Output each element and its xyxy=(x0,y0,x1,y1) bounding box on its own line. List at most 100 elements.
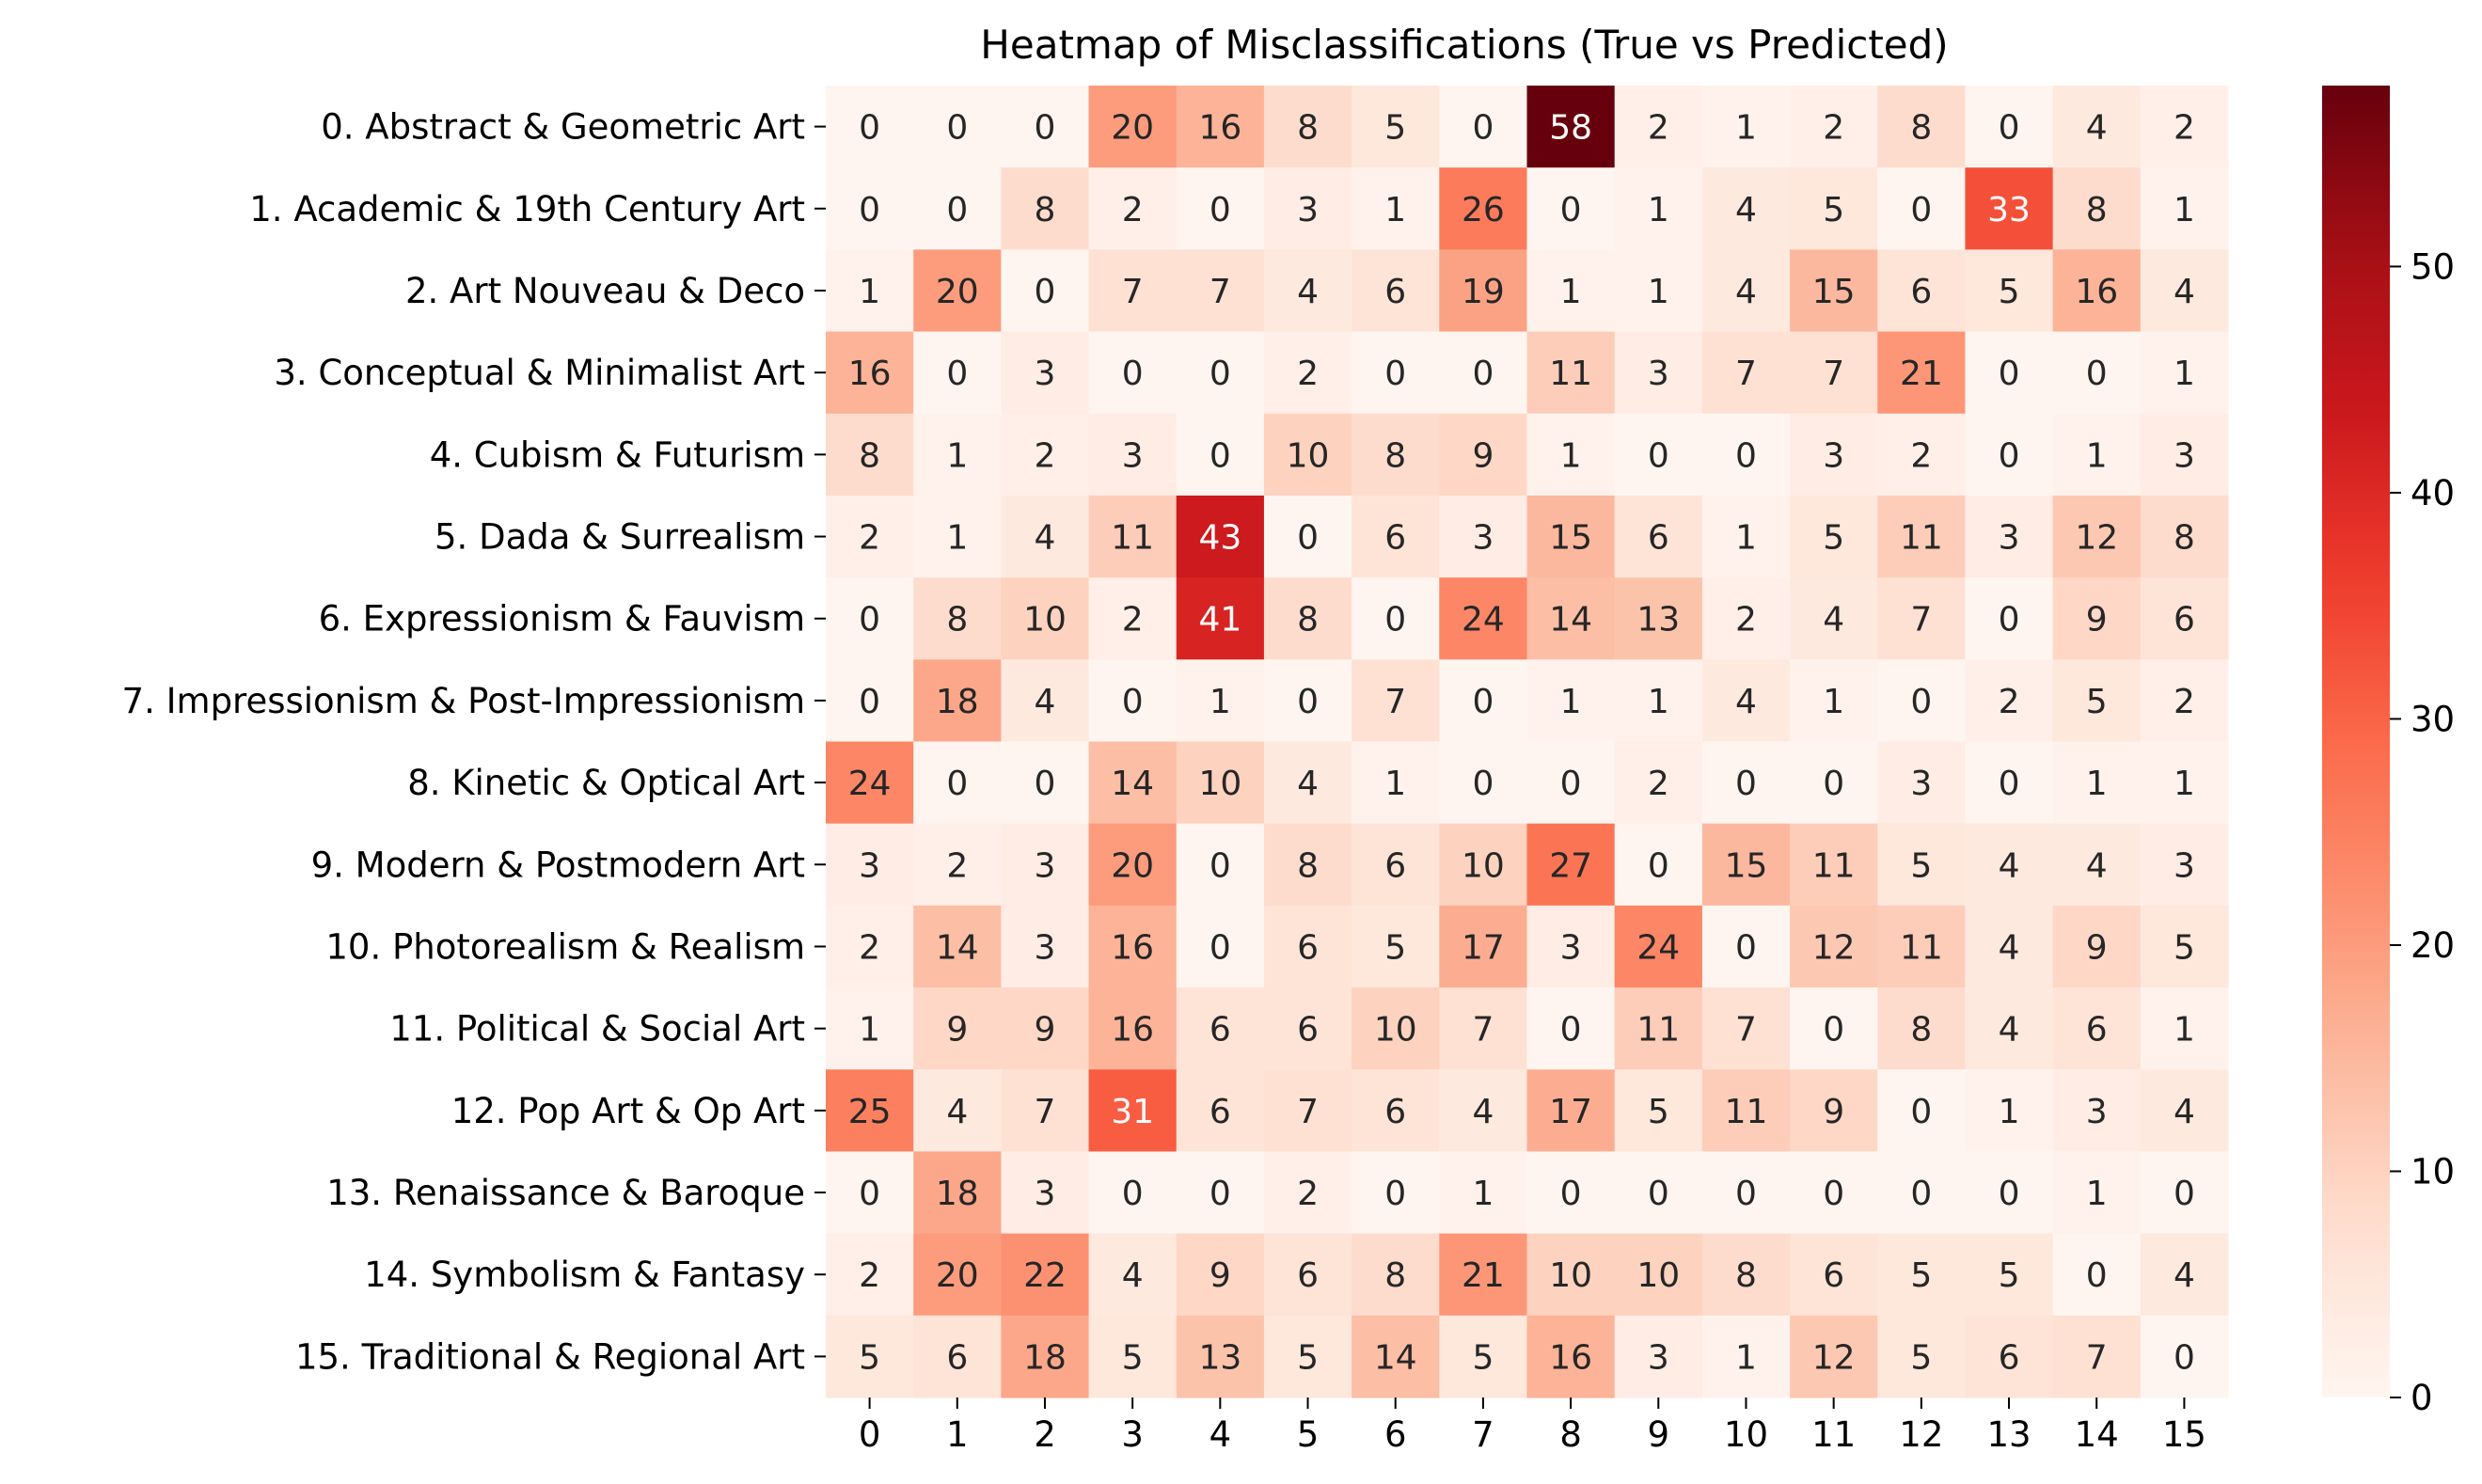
heatmap-cell xyxy=(1965,249,2054,333)
cell-value: 6 xyxy=(1384,519,1406,558)
cell-value: 16 xyxy=(848,355,892,393)
colorbar-tick-label: 30 xyxy=(2411,699,2455,739)
heatmap-cell xyxy=(2140,659,2229,743)
cell-value: 0 xyxy=(1209,355,1231,393)
heatmap-cell xyxy=(2140,905,2229,988)
colorbar: 0 10 20 30 40 50 xyxy=(2322,86,2455,1418)
row-label: 5. Dada & Surrealism xyxy=(435,517,805,558)
cell-value: 1 xyxy=(2086,436,2108,475)
cell-value: 0 xyxy=(1910,1093,1932,1131)
heatmap-cell xyxy=(1176,413,1265,497)
cell-value: 1 xyxy=(1209,683,1231,721)
cell-value: 7 xyxy=(1035,1093,1056,1131)
heatmap-cell xyxy=(2140,167,2229,250)
heatmap-cell xyxy=(1088,577,1178,660)
heatmap-cell xyxy=(1526,1233,1616,1317)
heatmap-cell xyxy=(1088,495,1178,578)
heatmap-cell xyxy=(2140,1069,2229,1153)
heatmap-cell xyxy=(2052,1069,2142,1153)
col-label: 14 xyxy=(2075,1414,2119,1455)
row-label: 4. Cubism & Futurism xyxy=(430,434,805,475)
heatmap-cell xyxy=(1790,86,1878,168)
cell-value: 11 xyxy=(1812,846,1856,885)
cell-value: 4 xyxy=(1735,273,1757,311)
heatmap-cell xyxy=(1001,331,1090,415)
heatmap-cell xyxy=(826,577,914,660)
cell-value: 7 xyxy=(1384,683,1406,721)
heatmap-cell xyxy=(1176,1233,1265,1317)
cell-value: 8 xyxy=(1384,436,1406,475)
heatmap-cell xyxy=(1965,1069,2054,1153)
colorbar-tick-label: 10 xyxy=(2411,1151,2455,1192)
heatmap-cell xyxy=(1526,249,1616,333)
col-label: 0 xyxy=(859,1414,881,1455)
cell-value: 10 xyxy=(1636,1256,1680,1295)
heatmap-cell xyxy=(1439,249,1528,333)
heatmap-cell xyxy=(1526,823,1616,907)
cell-value: 3 xyxy=(1560,928,1582,967)
cell-value: 1 xyxy=(2086,1175,2108,1213)
heatmap-cell xyxy=(1526,659,1616,743)
cell-value: 3 xyxy=(2174,846,2195,885)
cell-value: 9 xyxy=(2086,601,2108,639)
heatmap-cell xyxy=(1614,905,1703,988)
cell-value: 8 xyxy=(1735,1256,1757,1295)
cell-value: 24 xyxy=(1462,601,1505,639)
cell-value: 15 xyxy=(1549,519,1592,558)
heatmap-cell xyxy=(1263,86,1352,168)
heatmap-cell xyxy=(1263,167,1352,250)
heatmap-cell xyxy=(1701,1233,1791,1317)
heatmap-cell xyxy=(1001,987,1090,1070)
cell-value: 2 xyxy=(2174,683,2195,721)
heatmap-cell xyxy=(1965,86,2054,168)
heatmap-cell xyxy=(1352,1069,1440,1153)
heatmap-cell xyxy=(826,495,914,578)
cell-value: 1 xyxy=(1560,683,1582,721)
cell-value: 0 xyxy=(1823,1175,1844,1213)
cell-value: 5 xyxy=(1472,1338,1494,1377)
cell-value: 1 xyxy=(1648,191,1669,229)
heatmap-cell xyxy=(1790,495,1878,578)
heatmap-cell xyxy=(2052,659,2142,743)
heatmap-cell xyxy=(2052,987,2142,1070)
heatmap-cell xyxy=(1790,577,1878,660)
heatmap-cell xyxy=(826,413,914,497)
colorbar-tick-label: 0 xyxy=(2411,1378,2433,1418)
heatmap-cell xyxy=(1701,1315,1791,1398)
cell-value: 6 xyxy=(1297,928,1319,967)
cell-value: 7 xyxy=(1735,1011,1757,1050)
col-label: 3 xyxy=(1121,1414,1144,1455)
heatmap-cell xyxy=(1701,905,1791,988)
cell-value: 5 xyxy=(1999,273,2020,311)
heatmap-cell xyxy=(1526,905,1616,988)
cell-value: 5 xyxy=(1910,846,1932,885)
cell-value: 6 xyxy=(1823,1256,1844,1295)
cell-value: 7 xyxy=(1910,601,1932,639)
cell-value: 0 xyxy=(1648,1175,1669,1213)
heatmap-cell xyxy=(1526,987,1616,1070)
col-labels: 0 1 2 3 4 5 6 7 8 9 10 11 12 13 14 15 xyxy=(859,1397,2206,1455)
heatmap-cell xyxy=(1088,1069,1178,1153)
heatmap-cell xyxy=(1263,823,1352,907)
heatmap-cell xyxy=(1877,167,1967,250)
heatmap-cell xyxy=(826,823,914,907)
cell-value: 3 xyxy=(1823,436,1844,475)
cell-value: 14 xyxy=(1549,601,1592,639)
heatmap-cell xyxy=(1965,577,2054,660)
heatmap-cell xyxy=(1965,823,2054,907)
heatmap-cell xyxy=(1176,167,1265,250)
heatmap-cell xyxy=(1088,1233,1178,1317)
cell-value: 10 xyxy=(1287,436,1330,475)
row-label: 15. Traditional & Regional Art xyxy=(295,1336,805,1377)
colorbar-tick-label: 50 xyxy=(2411,246,2455,287)
cell-value: 1 xyxy=(859,1011,880,1050)
heatmap-cell xyxy=(1088,905,1178,988)
cell-value: 0 xyxy=(946,355,968,393)
cell-value: 1 xyxy=(2086,765,2108,803)
cell-value: 18 xyxy=(936,1175,979,1213)
cell-value: 2 xyxy=(1999,683,2020,721)
cell-value: 14 xyxy=(1374,1338,1417,1377)
cell-value: 5 xyxy=(1910,1256,1932,1295)
cell-value: 8 xyxy=(1910,109,1932,148)
cell-value: 0 xyxy=(1384,601,1406,639)
